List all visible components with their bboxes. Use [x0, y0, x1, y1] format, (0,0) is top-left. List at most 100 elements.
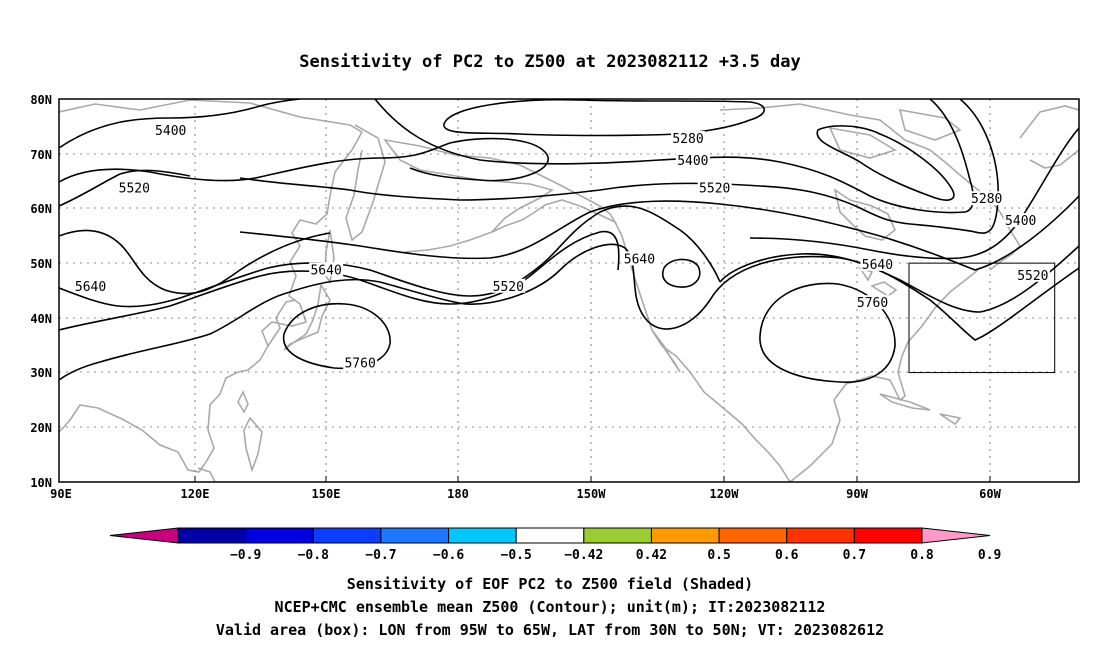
lon-tick-label: 60W [979, 487, 1001, 501]
colorbar-swatch [312, 527, 382, 544]
contour-label: 5520 [1017, 269, 1048, 284]
contour-5280-upper [443, 99, 766, 137]
colorbar-swatch [245, 527, 314, 544]
coastline-sakhalin [324, 229, 335, 285]
lat-tick-labels: 80N 70N 60N 50N 40N 30N 20N 10N [30, 93, 52, 490]
colorbar-swatch [718, 527, 788, 544]
captions: Sensitivity of EOF PC2 to Z500 field (Sh… [216, 575, 884, 639]
contour-5280-east [816, 125, 955, 201]
colorbar-swatch [177, 527, 247, 544]
contour-5520-mid [239, 195, 1079, 271]
colorbar-swatch [515, 527, 585, 544]
contour-labels: 5400 5520 5640 5640 5760 5520 5280 5400 5520 5640… [73, 122, 1050, 371]
colorbar-min-triangle [109, 527, 179, 544]
lon-tick-label: 150W [577, 487, 607, 501]
contour-label: 5520 [119, 181, 150, 196]
colorbar-tick-label: −0.8 [298, 548, 329, 563]
contour-label: 5520 [699, 181, 730, 196]
contour-label: 5400 [677, 154, 708, 169]
coastline-taiwan [237, 390, 249, 414]
contour-label: 5640 [862, 258, 893, 273]
contour-label: 5640 [624, 252, 655, 267]
contour-label: 5520 [493, 280, 524, 295]
lon-tick-label: 150E [312, 487, 341, 501]
coastline-bohai-korea [267, 299, 297, 347]
contour-5640-loop-canada [662, 258, 701, 288]
contour-5400-east [239, 99, 999, 234]
contour-label-bg [491, 278, 526, 293]
contour-label-bg [1015, 267, 1050, 282]
contour-5400-west [59, 99, 301, 149]
lon-tick-labels: 90E 120E 150E 180 150W 120W 90W 60W [50, 487, 1001, 501]
lat-tick-label: 80N [30, 93, 52, 107]
lat-tick-label: 50N [30, 257, 52, 271]
lon-tick-label: 180 [447, 487, 469, 501]
contour-5760-inner [59, 243, 841, 381]
colorbar-swatch [448, 527, 517, 544]
coastline-hispaniola [939, 413, 962, 426]
colorbar-swatch [853, 527, 923, 544]
colorbar-tick-label: −0.9 [230, 548, 261, 563]
contour-label-bg [622, 251, 657, 266]
lat-tick-label: 30N [30, 366, 52, 380]
figure-title: Sensitivity of PC2 to Z500 at 2023082112… [299, 52, 801, 72]
contour-label-bg [117, 180, 152, 195]
contour-label: 5400 [1005, 214, 1036, 229]
z500-contours [59, 99, 1079, 383]
contour-label-bg [1003, 213, 1038, 228]
colorbar-tick-label: 0.5 [707, 548, 730, 563]
valid-area-box [908, 262, 1056, 374]
contour-label-bg [343, 355, 378, 370]
contour-label-bg [73, 278, 108, 293]
contour-label-bg [697, 180, 732, 195]
contour-label-bg [969, 191, 1004, 206]
lat-tick-label: 40N [30, 312, 52, 326]
coastline-philippines [243, 416, 263, 473]
coastline-arctic-islands [828, 108, 962, 159]
contour-label: 5280 [672, 132, 703, 147]
caption-shading: Sensitivity of EOF PC2 to Z500 field (Sh… [347, 575, 753, 593]
contour-5520-west [59, 137, 549, 183]
contour-5760-loop-us [759, 282, 896, 383]
caption-contour: NCEP+CMC ensemble mean Z500 (Contour); u… [275, 598, 826, 616]
colorbar-tick-label: 0.7 [843, 548, 866, 563]
lon-tick-label: 120W [710, 487, 740, 501]
contour-label: 5640 [75, 280, 106, 295]
colorbar-tick-label: 0.9 [978, 548, 1001, 563]
contour-5640-east [719, 245, 1079, 313]
contour-5520-east [749, 127, 1079, 260]
map-panel: 5400 5520 5640 5640 5760 5520 5280 5400 5520 5640… [30, 93, 1080, 501]
contour-label-bg [855, 295, 890, 310]
colorbar-tick-label: 0.8 [910, 548, 934, 563]
colorbar-swatch [650, 527, 720, 544]
contour-5760-low [59, 230, 620, 331]
coastline-greenland [1019, 105, 1079, 169]
colorbar-max-triangle [921, 527, 991, 544]
lon-tick-label: 90W [846, 487, 868, 501]
coastline-baja [651, 329, 681, 373]
contour-5760-loop-pacific [282, 302, 391, 370]
contour-5640-mid [59, 205, 721, 308]
colorbar-tick-label: −0.7 [365, 548, 396, 563]
contour-label-bg [309, 262, 344, 277]
contour-5760-east [839, 257, 1079, 341]
contour-label: 5760 [344, 356, 375, 371]
lon-tick-label: 90E [50, 487, 72, 501]
lat-tick-label: 60N [30, 202, 52, 216]
coastline-cuba [879, 393, 931, 411]
contour-label: 5760 [857, 296, 888, 311]
lat-tick-label: 70N [30, 148, 52, 162]
colorbar-tick-label: 0.42 [636, 548, 667, 563]
colorbar-swatch [786, 527, 855, 544]
coastline-hudson-bay [833, 188, 896, 241]
coastline-borneo [197, 467, 216, 482]
lat-tick-label: 20N [30, 421, 52, 435]
contour-label-bg [671, 131, 705, 146]
colorbar-tick-label: −0.6 [433, 548, 464, 563]
coastline-aleutians [404, 231, 493, 253]
caption-valid-area: Valid area (box): LON from 95W to 65W, L… [216, 621, 884, 639]
contour-5400-mid [374, 99, 975, 214]
contour-label: 5640 [310, 263, 341, 278]
coastline-kamchatka [345, 124, 386, 242]
